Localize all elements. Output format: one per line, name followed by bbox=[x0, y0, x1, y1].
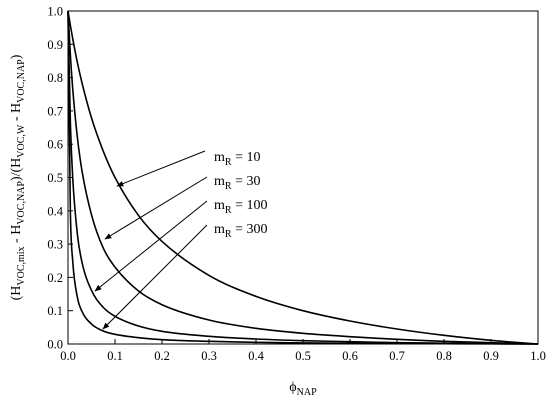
annotation-value: = 300 bbox=[232, 222, 268, 237]
x-tick-label: 1.0 bbox=[530, 349, 546, 363]
ylabel-text: )/(H bbox=[9, 158, 24, 181]
ylabel-text: - H bbox=[9, 103, 24, 125]
ylabel-subscript: VOC,NAP bbox=[16, 181, 27, 225]
annotation-main: m bbox=[214, 150, 225, 165]
annotation-main: m bbox=[214, 222, 225, 237]
y-tick-label: 0.9 bbox=[47, 38, 63, 52]
annotation-value: = 10 bbox=[232, 150, 261, 165]
x-axis-label: ϕNAP bbox=[289, 380, 317, 398]
x-tick-label: 0.6 bbox=[342, 349, 358, 363]
y-tick-label: 0.5 bbox=[47, 171, 63, 185]
y-tick-label: 1.0 bbox=[47, 5, 63, 19]
x-tick-label: 0.9 bbox=[483, 349, 499, 363]
x-tick-label: 0.2 bbox=[154, 349, 170, 363]
xlabel-text: ϕ bbox=[289, 380, 296, 395]
series-line-1 bbox=[67, 10, 539, 345]
x-tick-label: 0.4 bbox=[248, 349, 264, 363]
ylabel-subscript: VOC,NAP bbox=[16, 59, 27, 103]
y-tick-label: 0.8 bbox=[47, 71, 63, 85]
x-tick-label: 0.0 bbox=[60, 349, 76, 363]
ylabel-text: (H bbox=[9, 286, 24, 301]
y-tick-label: 0.2 bbox=[47, 271, 63, 285]
annotation-sub: R bbox=[225, 229, 232, 240]
x-tick-label: 0.7 bbox=[389, 349, 405, 363]
annotation-main: m bbox=[214, 174, 225, 189]
y-tick-label: 0.6 bbox=[47, 138, 63, 152]
x-axis-ticks: 0.0 0.1 0.2 0.3 0.4 0.5 0.6 0.7 0.8 0.9 1.0 bbox=[60, 339, 546, 363]
series-line-3 bbox=[67, 10, 539, 345]
y-tick-label: 0.7 bbox=[47, 104, 63, 118]
annotation-sub: R bbox=[225, 181, 232, 192]
annotation-arrow bbox=[102, 224, 208, 330]
x-tick-label: 0.1 bbox=[107, 349, 123, 363]
x-tick-label: 0.8 bbox=[436, 349, 452, 363]
x-tick-label: 0.3 bbox=[201, 349, 217, 363]
ylabel-text: ) bbox=[9, 54, 24, 59]
x-tick-label: 0.5 bbox=[295, 349, 311, 363]
xlabel-subscript: NAP bbox=[297, 387, 317, 398]
series-annotation: mR = 100 bbox=[214, 198, 267, 216]
annotation-value: = 100 bbox=[232, 198, 268, 213]
y-tick-label: 0.1 bbox=[47, 304, 63, 318]
annotation-sub: R bbox=[225, 205, 232, 216]
annotation-arrow bbox=[94, 200, 208, 292]
annotation-arrow bbox=[104, 176, 208, 240]
y-tick-label: 0.4 bbox=[47, 204, 63, 218]
annotation-arrow bbox=[116, 150, 206, 187]
annotation-main: m bbox=[214, 198, 225, 213]
annotation-value: = 30 bbox=[232, 174, 261, 189]
ylabel-subscript: VOC,mix bbox=[16, 246, 27, 285]
series-annotation: mR = 10 bbox=[214, 150, 260, 168]
annotation-sub: R bbox=[225, 157, 232, 168]
ylabel-subscript: VOC,W bbox=[16, 124, 27, 158]
series-annotation: mR = 300 bbox=[214, 222, 267, 240]
y-tick-label: 0.3 bbox=[47, 238, 63, 252]
y-axis-label: (HVOC,mix - HVOC,NAP)/(HVOC,W - HVOC,NAP… bbox=[9, 54, 27, 300]
series-annotation: mR = 30 bbox=[214, 174, 260, 192]
y-tick-label: 0.0 bbox=[47, 338, 63, 352]
series-layer bbox=[67, 10, 539, 345]
ylabel-text: - H bbox=[9, 225, 24, 247]
series-line-0 bbox=[67, 10, 539, 345]
